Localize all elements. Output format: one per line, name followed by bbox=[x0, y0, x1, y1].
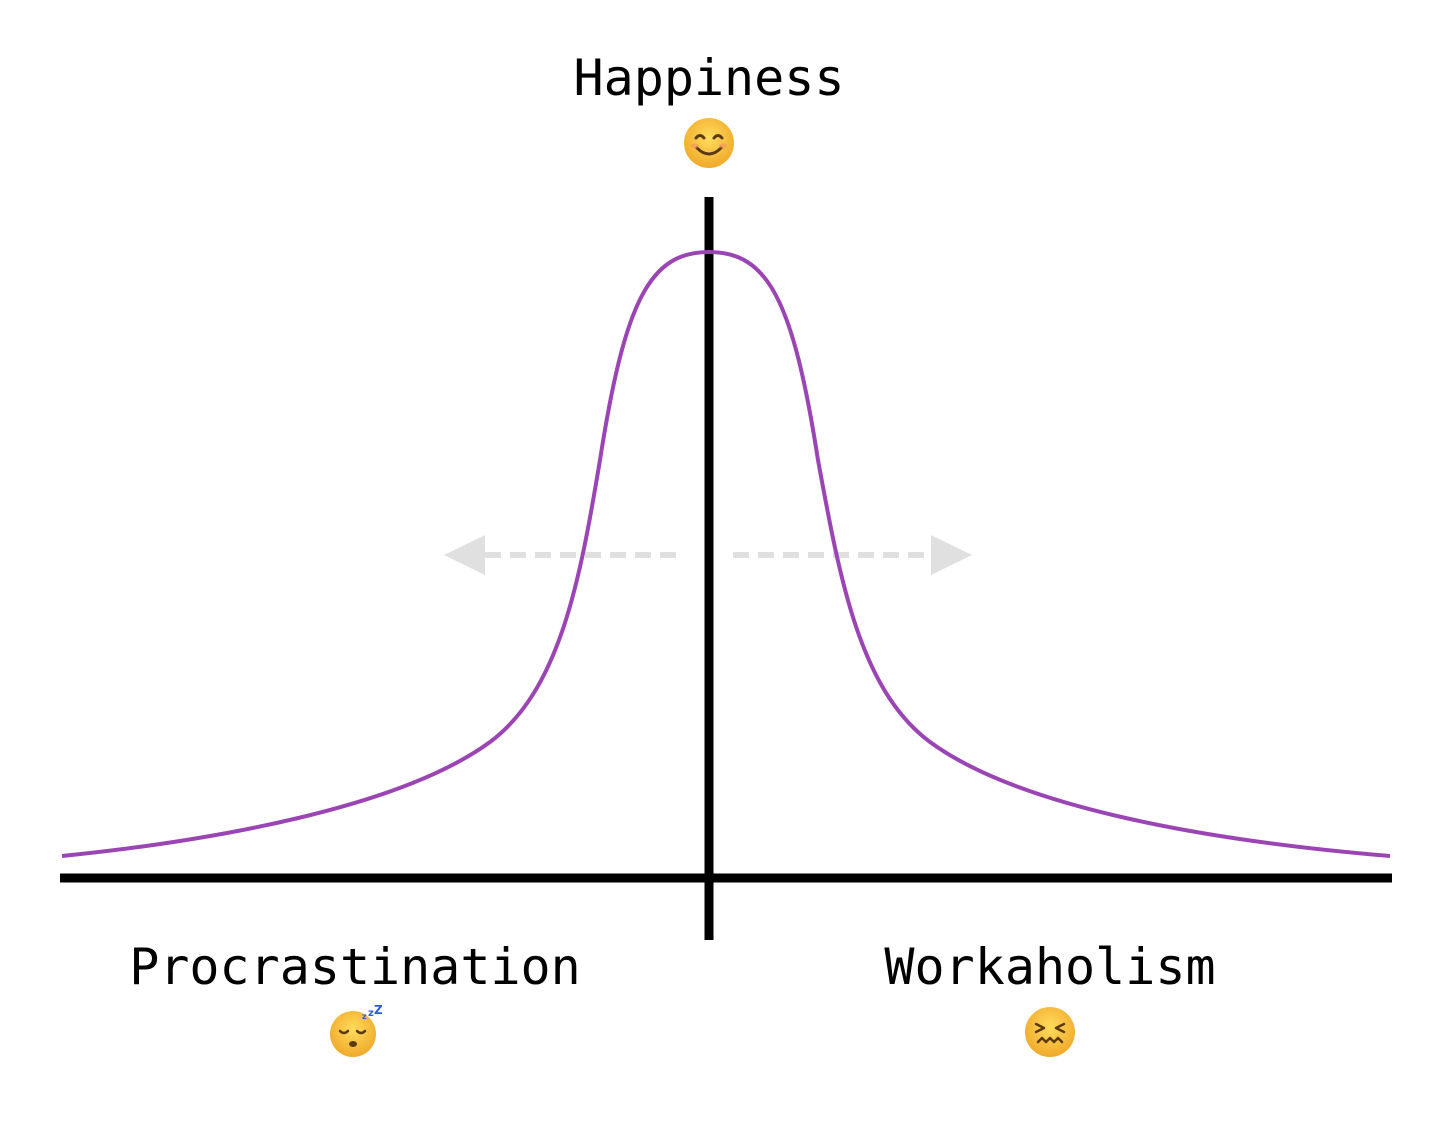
right-arrow bbox=[733, 535, 972, 575]
happiness-label: Happiness bbox=[573, 49, 845, 107]
smiling-face-icon bbox=[682, 116, 736, 170]
svg-text:Z: Z bbox=[374, 1005, 382, 1017]
svg-text:z: z bbox=[362, 1012, 367, 1021]
svg-text:z: z bbox=[368, 1008, 374, 1019]
left-arrow bbox=[444, 535, 685, 575]
happiness-curve bbox=[61, 249, 1391, 858]
sleeping-face-icon: z z Z bbox=[328, 1005, 382, 1059]
confounded-face-icon bbox=[1023, 1005, 1077, 1059]
workaholism-label: Workaholism bbox=[884, 938, 1216, 996]
procrastination-label: Procrastination bbox=[129, 938, 581, 996]
